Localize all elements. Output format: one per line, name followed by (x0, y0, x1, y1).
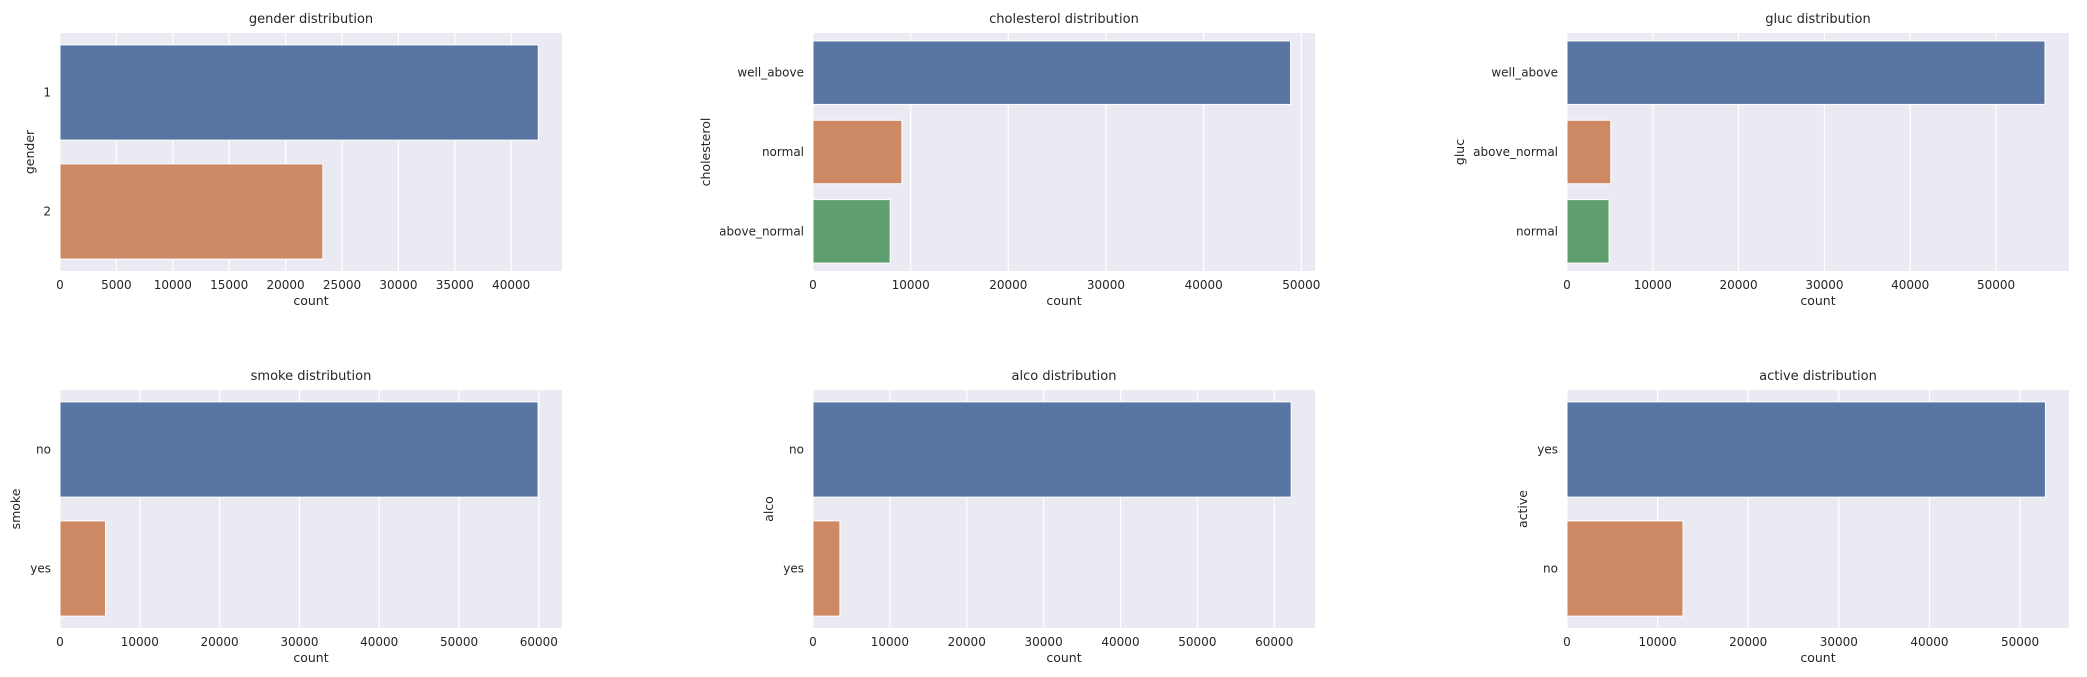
x-tick-label: 50000 (1282, 278, 1320, 292)
chart-panel-active: yes no 0 10000 20000 30000 40000 50000 active di… (1515, 369, 2069, 665)
y-axis-label: gender (22, 129, 37, 174)
x-tick-label: 40000 (1891, 278, 1929, 292)
bar-well_above (1566, 40, 2046, 105)
x-tick-label: 10000 (1639, 635, 1677, 649)
y-tick-label: 1 (43, 86, 51, 100)
y-tick-label: above_normal (719, 224, 804, 238)
x-tick-label: 30000 (1805, 278, 1843, 292)
x-axis-label: count (1046, 650, 1081, 665)
x-tick-label: 30000 (280, 635, 318, 649)
chart-title: active distribution (1759, 369, 1877, 384)
x-tick-label: 5000 (101, 278, 132, 292)
y-tick-label: yes (783, 562, 804, 576)
bar-well_above (812, 40, 1292, 105)
x-tick-label: 10000 (871, 635, 909, 649)
x-tick-label: 40000 (1101, 635, 1139, 649)
y-tick-label: yes (1537, 443, 1558, 457)
x-tick-label: 20000 (948, 635, 986, 649)
chart-panel-alco: no yes 0 10000 20000 30000 40000 50000 60000 alco… (761, 369, 1315, 665)
x-axis-label: count (293, 650, 328, 665)
x-tick-label: 50000 (1178, 635, 1216, 649)
x-tick-label: 30000 (1087, 278, 1125, 292)
x-axis-label: count (1800, 293, 1835, 308)
bar-yes (1566, 401, 2046, 498)
x-tick-label: 20000 (267, 278, 305, 292)
bar-normal (812, 119, 903, 185)
bar-above_normal (1566, 119, 1612, 185)
chart-title: smoke distribution (251, 369, 372, 384)
x-tick-label: 25000 (323, 278, 361, 292)
x-tick-label: 35000 (436, 278, 474, 292)
y-axis-label: gluc (1452, 139, 1467, 165)
bar-no (812, 401, 1292, 498)
x-tick-label: 0 (56, 278, 64, 292)
bar-2 (59, 163, 324, 260)
chart-title: alco distribution (1012, 369, 1117, 384)
y-tick-label: no (36, 443, 51, 457)
x-tick-label: 0 (809, 635, 817, 649)
x-axis-label: count (1800, 650, 1835, 665)
x-axis-label: count (293, 293, 328, 308)
bar-yes (812, 520, 841, 617)
x-tick-label: 20000 (201, 635, 239, 649)
x-tick-label: 15000 (210, 278, 248, 292)
x-tick-label: 0 (1563, 278, 1571, 292)
y-axis-label: smoke (8, 488, 23, 529)
x-tick-label: 40000 (1910, 635, 1948, 649)
x-tick-label: 50000 (2001, 635, 2039, 649)
bar-no (1566, 520, 1684, 617)
chart-title: cholesterol distribution (989, 12, 1139, 27)
chart-title: gluc distribution (1765, 12, 1870, 27)
x-tick-label: 40000 (492, 278, 530, 292)
x-tick-label: 60000 (520, 635, 558, 649)
bar-yes (59, 520, 106, 617)
x-tick-label: 20000 (989, 278, 1027, 292)
bar-above_normal (812, 199, 891, 264)
x-tick-label: 30000 (379, 278, 417, 292)
y-axis-label: active (1515, 490, 1530, 528)
x-tick-label: 10000 (1634, 278, 1672, 292)
bar-no (59, 401, 539, 498)
chart-panel-gender: 1 2 0 5000 10000 15000 20000 25000 30000 35000 400… (22, 12, 562, 308)
chart-panel-smoke: no yes 0 10000 20000 30000 40000 50000 60000 smok… (8, 369, 562, 665)
x-tick-label: 30000 (1025, 635, 1063, 649)
bar-normal (1566, 199, 1610, 264)
x-tick-label: 10000 (892, 278, 930, 292)
y-axis-label: alco (761, 496, 776, 522)
y-tick-label: above_normal (1473, 145, 1558, 159)
x-tick-label: 20000 (1729, 635, 1767, 649)
x-tick-label: 60000 (1255, 635, 1293, 649)
x-tick-label: 0 (56, 635, 64, 649)
x-tick-label: 40000 (360, 635, 398, 649)
x-tick-label: 10000 (154, 278, 192, 292)
x-axis-label: count (1046, 293, 1081, 308)
y-tick-label: well_above (737, 66, 804, 80)
y-tick-label: no (789, 443, 804, 457)
y-tick-label: 2 (43, 205, 51, 219)
chart-title: gender distribution (249, 12, 373, 27)
x-tick-label: 20000 (1720, 278, 1758, 292)
x-tick-label: 50000 (440, 635, 478, 649)
y-axis-label: cholesterol (698, 118, 713, 187)
x-tick-label: 0 (1563, 635, 1571, 649)
x-tick-label: 10000 (121, 635, 159, 649)
x-tick-label: 30000 (1820, 635, 1858, 649)
y-tick-label: well_above (1491, 66, 1558, 80)
bar-1 (59, 44, 539, 141)
y-tick-label: normal (1516, 224, 1558, 238)
x-tick-label: 40000 (1185, 278, 1223, 292)
y-tick-label: no (1543, 562, 1558, 576)
y-tick-label: yes (30, 562, 51, 576)
y-tick-label: normal (762, 145, 804, 159)
x-tick-label: 50000 (1977, 278, 2015, 292)
x-tick-label: 0 (809, 278, 817, 292)
